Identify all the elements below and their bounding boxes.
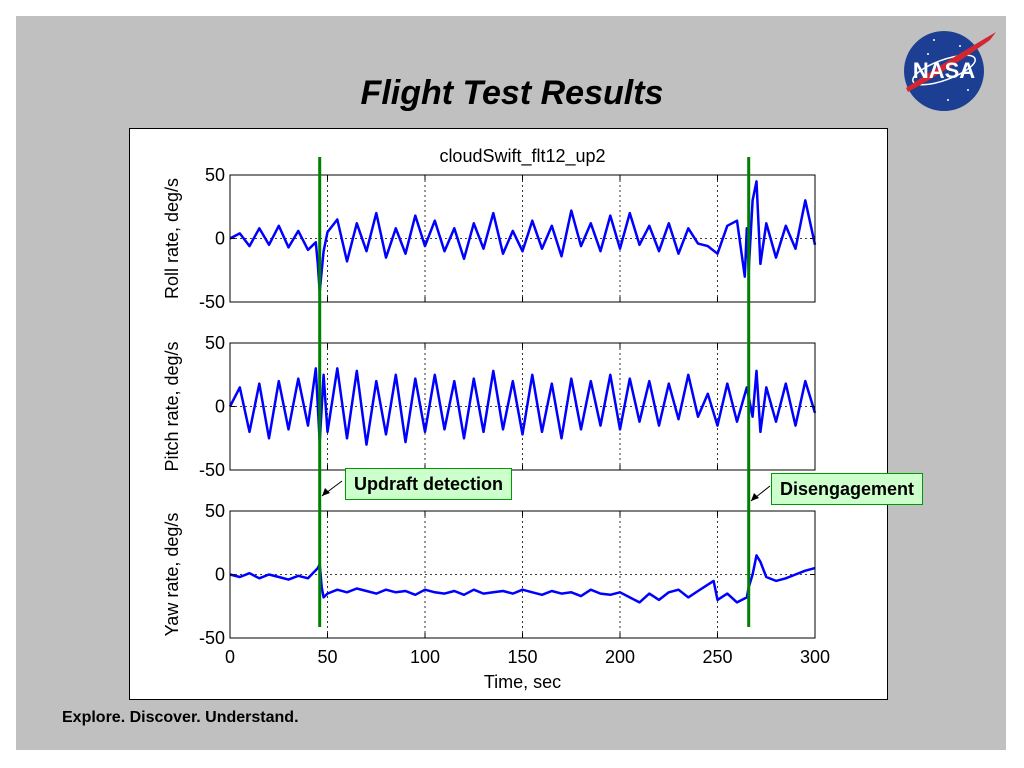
x-tick-label: 150 — [507, 647, 537, 667]
figure-panel: cloudSwift_flt12_up2 -50 0 50 Roll rate, deg… — [129, 128, 888, 700]
y-tick-label: 0 — [215, 397, 225, 417]
axes-box-3 — [229, 510, 816, 639]
callout-disengagement: Disengagement — [771, 473, 924, 505]
x-tick-label: 250 — [702, 647, 732, 667]
x-tick-label: 0 — [225, 647, 235, 667]
chart-title: cloudSwift_flt12_up2 — [439, 146, 605, 167]
series-line-2 — [228, 367, 817, 446]
x-tick-label: 100 — [410, 647, 440, 667]
x-tick-label: 200 — [605, 647, 635, 667]
y-axis-label-2: Pitch rate, deg/s — [162, 341, 182, 471]
callout-arrowhead-1 — [322, 488, 330, 496]
x-axis-label: Time, sec — [484, 672, 561, 692]
footer-tagline: Explore. Discover. Understand. — [62, 709, 299, 726]
y-axis-label-1: Roll rate, deg/s — [162, 178, 182, 299]
y-tick-label: 50 — [205, 333, 225, 353]
nasa-logo: NASA — [904, 31, 996, 111]
y-tick-label: -50 — [199, 628, 225, 648]
y-tick-label: -50 — [199, 460, 225, 480]
y-axis-label-3: Yaw rate, deg/s — [162, 513, 182, 637]
slide-title: Flight Test Results — [360, 74, 664, 112]
series-line-3 — [229, 554, 816, 604]
y-tick-label: 0 — [215, 565, 225, 585]
y-tick-label: 50 — [205, 165, 225, 185]
x-tick-label: 300 — [800, 647, 830, 667]
y-tick-label: -50 — [199, 292, 225, 312]
y-tick-label: 0 — [215, 229, 225, 249]
callout-arrowhead-2 — [751, 493, 759, 501]
y-tick-label: 50 — [205, 501, 225, 521]
logo-text: NASA — [913, 58, 975, 83]
axes-box-1 — [229, 174, 816, 303]
callout-updraft-detection: Updraft detection — [345, 468, 513, 500]
x-tick-label: 50 — [317, 647, 337, 667]
